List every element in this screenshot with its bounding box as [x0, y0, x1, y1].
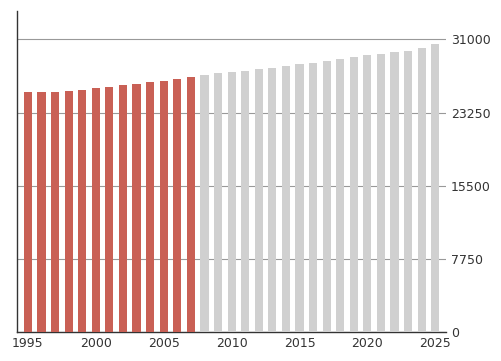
Bar	[146, 82, 154, 332]
Bar	[173, 79, 181, 332]
Bar	[268, 68, 276, 332]
Bar	[132, 84, 140, 332]
Bar	[213, 73, 221, 332]
Bar	[200, 75, 208, 332]
Bar	[376, 54, 384, 332]
Bar	[349, 57, 357, 332]
Bar	[295, 65, 303, 332]
Bar	[227, 72, 235, 332]
Bar	[322, 61, 330, 332]
Bar	[119, 85, 127, 332]
Bar	[51, 92, 59, 332]
Bar	[417, 48, 425, 332]
Bar	[92, 88, 100, 332]
Bar	[78, 90, 86, 332]
Bar	[336, 59, 344, 332]
Bar	[105, 87, 113, 332]
Bar	[186, 77, 194, 332]
Bar	[24, 92, 32, 332]
Bar	[254, 69, 263, 332]
Bar	[309, 62, 317, 332]
Bar	[65, 91, 73, 332]
Bar	[403, 51, 411, 332]
Bar	[363, 56, 371, 332]
Bar	[159, 81, 167, 332]
Bar	[430, 44, 438, 332]
Bar	[390, 52, 398, 332]
Bar	[281, 66, 290, 332]
Bar	[38, 92, 46, 332]
Bar	[240, 70, 249, 332]
